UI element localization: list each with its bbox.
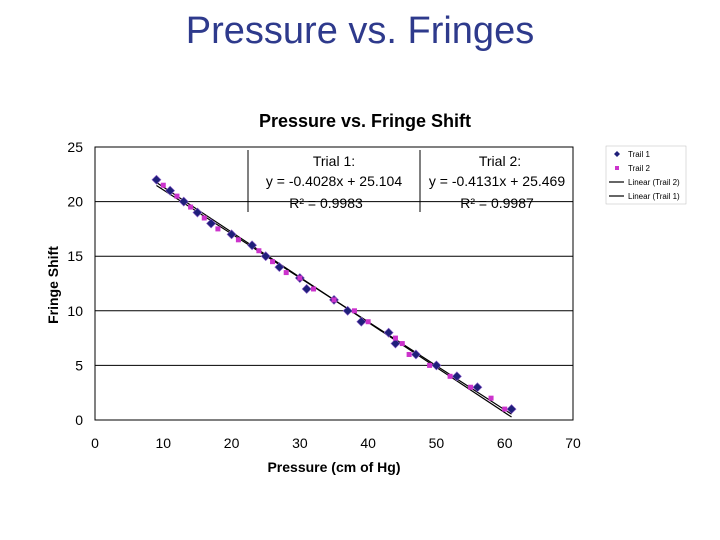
data-point bbox=[235, 237, 241, 243]
trial2-r2: R² = 0.9987 bbox=[460, 195, 534, 211]
data-point bbox=[331, 297, 337, 303]
trial1-name: Trial 1: bbox=[313, 153, 355, 169]
legend-diamond-marker bbox=[614, 151, 620, 157]
data-point bbox=[174, 193, 180, 199]
legend-label: Trail 2 bbox=[628, 164, 650, 173]
trial1-annotation: Trial 1: y = -0.4028x + 25.104 R² = 0.99… bbox=[247, 150, 421, 212]
data-point bbox=[365, 319, 371, 325]
plot-area-border bbox=[94, 146, 574, 421]
trial2-annotation: Trial 2: y = -0.4131x + 25.469 R² = 0.99… bbox=[429, 153, 565, 211]
x-tick-label: 40 bbox=[360, 435, 376, 451]
data-point bbox=[406, 351, 412, 357]
y-tick-label: 15 bbox=[67, 248, 83, 264]
data-point bbox=[206, 218, 217, 229]
data-point bbox=[392, 335, 398, 341]
legend-box bbox=[605, 145, 687, 205]
slide-title: Pressure vs. Fringes bbox=[185, 10, 535, 52]
x-axis-label: Pressure (cm of Hg) bbox=[267, 459, 400, 475]
data-point bbox=[226, 229, 237, 240]
legend-square-marker bbox=[615, 166, 619, 170]
x-tick-label: 60 bbox=[497, 435, 513, 451]
data-point bbox=[178, 196, 189, 207]
data-point bbox=[260, 251, 271, 262]
data-point bbox=[351, 308, 357, 314]
trial2-name: Trial 2: bbox=[479, 153, 521, 169]
data-point bbox=[356, 316, 367, 327]
legend-label: Trail 1 bbox=[628, 150, 650, 159]
x-tick-label: 30 bbox=[292, 435, 308, 451]
data-point bbox=[165, 185, 176, 196]
data-point bbox=[301, 284, 312, 294]
data-point bbox=[342, 305, 353, 316]
data-point bbox=[192, 207, 203, 218]
y-tick-label: 20 bbox=[67, 194, 83, 210]
trial1-equation: y = -0.4028x + 25.104 bbox=[266, 173, 402, 189]
data-point bbox=[188, 204, 194, 210]
data-point bbox=[488, 395, 494, 401]
y-tick-label: 5 bbox=[75, 357, 83, 373]
chart-title: Pressure vs. Fringe Shift bbox=[259, 111, 471, 131]
tick-labels: 0 5 10 15 20 25 0 10 20 30 40 50 60 70 bbox=[67, 139, 581, 451]
data-point bbox=[447, 373, 453, 379]
data-point bbox=[411, 349, 421, 360]
data-point bbox=[311, 286, 317, 292]
data-point bbox=[247, 240, 257, 251]
y-tick-label: 10 bbox=[67, 303, 83, 319]
data-point bbox=[283, 270, 289, 276]
x-tick-label: 70 bbox=[565, 435, 581, 451]
x-tick-label: 0 bbox=[91, 435, 99, 451]
data-point bbox=[506, 404, 517, 415]
y-axis-label: Fringe Shift bbox=[45, 246, 61, 324]
data-points bbox=[151, 174, 517, 415]
trial1-r2: R² = 0.9983 bbox=[289, 195, 363, 211]
data-point bbox=[502, 406, 508, 412]
data-point bbox=[274, 262, 285, 273]
data-point bbox=[201, 215, 207, 221]
data-point bbox=[468, 384, 474, 390]
x-tick-label: 10 bbox=[155, 435, 171, 451]
x-tick-label: 20 bbox=[224, 435, 240, 451]
data-point bbox=[215, 226, 221, 232]
legend-label: Linear (Trail 2) bbox=[628, 178, 680, 187]
data-point bbox=[399, 341, 405, 347]
y-tick-label: 25 bbox=[67, 139, 83, 155]
data-point bbox=[431, 360, 442, 371]
data-point bbox=[451, 371, 462, 382]
data-point bbox=[297, 275, 303, 281]
data-point bbox=[390, 338, 401, 349]
data-point bbox=[151, 174, 162, 185]
data-point bbox=[256, 248, 262, 254]
data-point bbox=[472, 382, 483, 393]
data-point bbox=[270, 259, 276, 265]
data-point bbox=[427, 362, 433, 368]
trial2-equation: y = -0.4131x + 25.469 bbox=[429, 173, 565, 189]
x-tick-label: 50 bbox=[429, 435, 445, 451]
data-point bbox=[160, 182, 166, 188]
data-point bbox=[383, 327, 394, 338]
gridlines bbox=[95, 201, 573, 366]
y-tick-label: 0 bbox=[75, 412, 83, 428]
legend-label: Linear (Trail 1) bbox=[628, 192, 680, 201]
legend: Trail 1 Trail 2 Linear (Trail 2) Linear (Tr… bbox=[605, 145, 687, 205]
